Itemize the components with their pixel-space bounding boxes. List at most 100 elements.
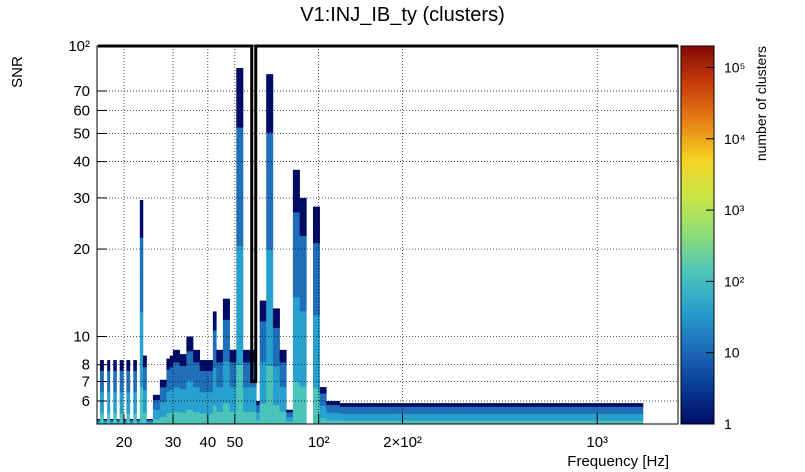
heatmap-cell xyxy=(183,354,187,367)
heatmap-cell xyxy=(209,413,214,425)
heatmap-cell xyxy=(479,403,484,407)
heatmap-cell xyxy=(482,417,487,421)
heatmap-cell xyxy=(592,417,597,421)
heatmap-cell xyxy=(429,413,434,418)
heatmap-cell xyxy=(186,336,190,352)
heatmap-cell xyxy=(339,417,344,421)
heatmap-cell xyxy=(596,420,600,425)
heatmap-cell xyxy=(186,365,190,381)
heatmap-cell xyxy=(346,410,350,414)
heatmap-cell xyxy=(516,406,520,411)
heatmap-cell xyxy=(156,409,161,415)
heatmap-cell xyxy=(509,406,514,411)
heatmap-cell xyxy=(359,420,364,425)
heatmap-cell xyxy=(396,417,400,421)
heatmap-cell xyxy=(352,413,357,418)
heatmap-cell xyxy=(496,410,500,414)
heatmap-cell xyxy=(362,403,367,407)
heatmap-cell xyxy=(126,381,131,393)
heatmap-cell xyxy=(169,401,174,413)
heatmap-cell xyxy=(542,413,547,418)
heatmap-cell xyxy=(142,355,147,368)
heatmap-cell xyxy=(369,420,374,425)
heatmap-cell xyxy=(559,417,564,421)
heatmap-cell xyxy=(446,403,450,407)
heatmap-cell xyxy=(189,351,194,366)
heatmap-cell xyxy=(123,419,127,421)
heatmap-cell xyxy=(629,406,634,411)
heatmap-cell xyxy=(396,413,400,418)
heatmap-cell xyxy=(512,413,517,418)
heatmap-cell xyxy=(489,403,494,407)
heatmap-cell xyxy=(372,403,377,407)
heatmap-cell xyxy=(416,410,420,414)
heatmap-cell xyxy=(442,410,447,414)
heatmap-cell xyxy=(426,410,430,414)
colorbar-tick-label: 10 xyxy=(724,345,740,361)
heatmap-cell xyxy=(579,410,584,414)
heatmap-cell xyxy=(189,365,194,381)
heatmap-cell xyxy=(419,403,424,407)
heatmap-cell xyxy=(556,406,560,411)
heatmap-cell xyxy=(412,410,417,414)
heatmap-cell xyxy=(466,417,470,421)
heatmap-cell xyxy=(439,410,444,414)
heatmap-cell xyxy=(446,410,450,414)
heatmap-cell xyxy=(149,419,154,421)
heatmap-cell xyxy=(546,417,550,421)
heatmap-cell xyxy=(422,410,427,414)
heatmap-cell xyxy=(286,412,290,415)
heatmap-cell xyxy=(99,381,104,393)
heatmap-cell xyxy=(372,420,377,425)
heatmap-cell xyxy=(159,409,164,417)
y-axis: 6 78 10 20 30 40 50 60 70 10² xyxy=(68,38,107,410)
heatmap-cell xyxy=(142,401,147,413)
heatmap-cell xyxy=(219,362,224,375)
heatmap-cell xyxy=(386,420,390,425)
heatmap-cell xyxy=(556,417,560,421)
heatmap-cell xyxy=(322,387,327,394)
heatmap-cell xyxy=(409,420,414,425)
heatmap-cell xyxy=(576,410,580,414)
heatmap-cell xyxy=(399,410,404,414)
heatmap-cell xyxy=(133,392,137,403)
heatmap-cell xyxy=(196,399,201,412)
heatmap-cell xyxy=(183,389,187,402)
heatmap-cell xyxy=(266,365,270,425)
heatmap-cell xyxy=(492,403,497,407)
heatmap-cell xyxy=(133,381,137,393)
heatmap-cell xyxy=(209,402,214,414)
heatmap-cell xyxy=(406,410,410,414)
heatmap-cell xyxy=(626,420,630,425)
heatmap-cell xyxy=(332,416,337,421)
heatmap-cell xyxy=(426,413,430,418)
heatmap-cell xyxy=(462,410,467,414)
heatmap-cell xyxy=(342,413,347,418)
heatmap-cell xyxy=(299,273,304,312)
heatmap-cell xyxy=(632,420,637,425)
colorbar: 1 10 10² 10³ 10⁴ 10⁵ xyxy=(680,45,746,432)
heatmap-cell xyxy=(146,420,150,422)
heatmap-cell xyxy=(412,413,417,418)
heatmap-cell xyxy=(123,421,127,423)
heatmap-cell xyxy=(402,406,407,411)
heatmap-cell xyxy=(169,355,174,368)
heatmap-cell xyxy=(183,412,187,425)
heatmap-cell xyxy=(456,410,460,414)
heatmap-cell xyxy=(289,421,294,425)
heatmap-cell xyxy=(449,410,454,414)
colorbar-tick-label: 1 xyxy=(724,416,732,432)
heatmap-cell xyxy=(196,349,201,363)
heatmap-cell xyxy=(152,404,157,410)
heatmap-cell xyxy=(193,386,197,400)
heatmap-cell xyxy=(572,403,577,407)
heatmap-cell xyxy=(639,417,644,421)
heatmap-cell xyxy=(123,420,127,422)
heatmap-cell xyxy=(536,413,540,418)
heatmap-cell xyxy=(209,370,214,382)
heatmap-cell xyxy=(496,406,500,411)
heatmap-cell xyxy=(622,410,627,414)
heatmap-cell xyxy=(312,206,317,244)
heatmap-cell xyxy=(289,416,294,420)
heatmap-cell xyxy=(406,403,410,407)
